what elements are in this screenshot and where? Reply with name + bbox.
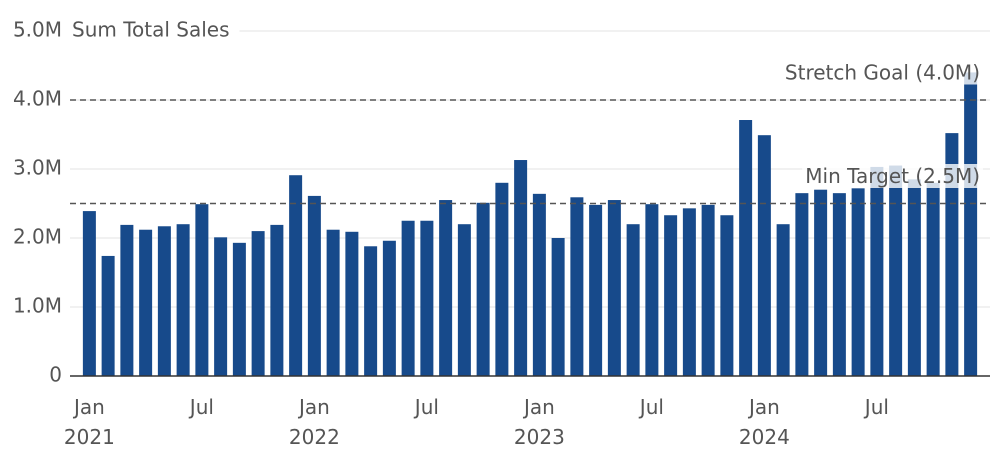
- bar: [382, 240, 396, 376]
- reference-label: Stretch Goal (4.0M): [785, 61, 980, 85]
- bar: [870, 166, 884, 376]
- x-tick-label: Jul: [863, 395, 889, 419]
- bar: [776, 224, 790, 376]
- bar: [907, 179, 921, 376]
- bar: [289, 175, 303, 376]
- y-tick-label: 0: [49, 363, 62, 387]
- x-tick-label: Jan 2021: [64, 395, 115, 449]
- y-tick-label: 4.0M: [13, 87, 62, 111]
- bar: [120, 224, 134, 376]
- bar: [645, 204, 659, 376]
- bar: [101, 255, 115, 376]
- x-tick-label: Jan 2024: [739, 395, 790, 449]
- bar: [457, 224, 471, 376]
- y-tick-label: 2.0M: [13, 225, 62, 249]
- bar: [495, 182, 509, 376]
- bar: [945, 133, 959, 376]
- bar: [851, 188, 865, 376]
- bar: [832, 193, 846, 376]
- bar: [476, 202, 490, 376]
- bar: [232, 242, 246, 376]
- y-tick-label: 3.0M: [13, 156, 62, 180]
- bar: [889, 165, 903, 376]
- bar: [82, 211, 96, 376]
- bar: [739, 120, 753, 376]
- reference-label: Min Target (2.5M): [805, 164, 980, 188]
- y-tick-label: 1.0M: [13, 294, 62, 318]
- bar: [139, 229, 153, 376]
- bar: [176, 224, 190, 376]
- bar: [401, 220, 415, 376]
- bar: [757, 135, 771, 376]
- bar: [195, 204, 209, 376]
- bar: [364, 246, 378, 376]
- reference-label-bg: [802, 164, 983, 188]
- bar: [251, 231, 265, 376]
- bar: [345, 231, 359, 376]
- bar: [964, 72, 978, 377]
- bar: [420, 220, 434, 376]
- bar: [326, 229, 340, 376]
- bar: [551, 238, 565, 376]
- y-axis-title: Sum Total Sales: [72, 18, 230, 42]
- x-tick-label: Jan 2022: [289, 395, 340, 449]
- bar: [514, 160, 528, 376]
- bar: [926, 182, 940, 376]
- bar: [307, 195, 321, 376]
- bar: [626, 224, 640, 376]
- y-tick-label: 5.0M: [13, 18, 62, 42]
- x-tick-label: Jul: [413, 395, 439, 419]
- y-axis-title-bg: [68, 17, 240, 42]
- reference-label-bg: [781, 60, 983, 85]
- bar: [682, 208, 696, 376]
- x-tick-label: Jul: [188, 395, 214, 419]
- bar: [795, 193, 809, 376]
- bar: [664, 215, 678, 376]
- bar: [214, 237, 228, 376]
- bar: [157, 226, 171, 376]
- bar: [720, 215, 734, 376]
- bar: [532, 193, 546, 376]
- bar: [814, 189, 828, 376]
- bar: [570, 197, 584, 376]
- bar: [589, 204, 603, 376]
- bar: [439, 200, 453, 376]
- x-tick-label: Jan 2023: [514, 395, 565, 449]
- x-tick-label: Jul: [638, 395, 664, 419]
- bar: [701, 204, 715, 376]
- bar: [607, 200, 621, 376]
- bar: [270, 224, 284, 376]
